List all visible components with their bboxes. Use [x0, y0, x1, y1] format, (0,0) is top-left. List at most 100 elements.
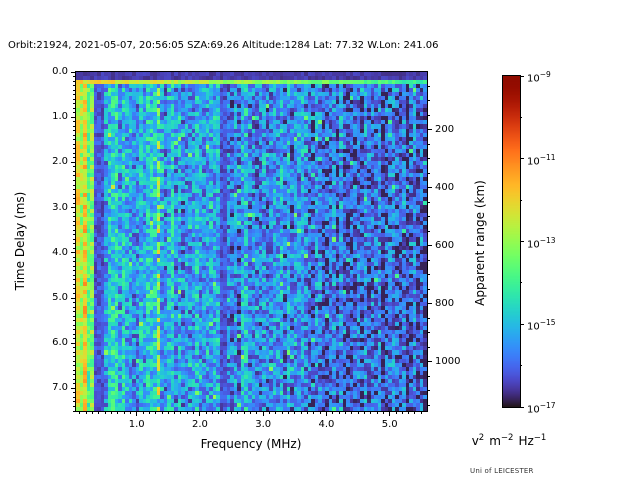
- y-minor-tick: [73, 166, 75, 168]
- x-minor-tick: [193, 412, 195, 414]
- x-minor-tick: [351, 412, 353, 414]
- x-minor-tick: [281, 412, 283, 414]
- y2-minor-tick: [428, 100, 430, 102]
- colorbar-frame: [502, 75, 521, 408]
- y-minor-tick: [73, 125, 75, 127]
- x-minor-tick: [155, 412, 157, 414]
- y-minor-tick: [73, 369, 75, 371]
- y-major-tick: [71, 161, 75, 163]
- y2-minor-tick: [428, 201, 430, 203]
- y2-minor-tick: [428, 390, 430, 392]
- x-minor-tick: [269, 412, 271, 414]
- y-minor-tick: [73, 365, 75, 367]
- x-minor-tick: [148, 412, 150, 414]
- y-minor-tick: [73, 383, 75, 385]
- colorbar-major-tick: [520, 323, 524, 325]
- x-minor-tick: [129, 412, 131, 414]
- y-tick-label: 3.0: [52, 201, 68, 213]
- y2-minor-tick: [428, 375, 430, 377]
- y2-major-tick: [428, 129, 432, 131]
- y-minor-tick: [73, 247, 75, 249]
- y-major-tick: [71, 387, 75, 389]
- x-minor-tick: [401, 412, 403, 414]
- y-minor-tick: [73, 311, 75, 313]
- x-minor-tick: [79, 412, 81, 414]
- x-minor-tick: [420, 412, 422, 414]
- x-minor-tick: [332, 412, 334, 414]
- x-tick-label: 4.0: [318, 419, 335, 430]
- colorbar-major-tick: [520, 241, 524, 242]
- y2-axis-label: Apparent range (km): [473, 180, 487, 306]
- y-minor-tick: [73, 302, 75, 304]
- colorbar-minor-tick: [520, 116, 522, 118]
- x-tick-label: 1.0: [128, 419, 145, 430]
- y-minor-tick: [73, 229, 75, 231]
- y2-minor-tick: [428, 332, 430, 334]
- y-minor-tick: [73, 130, 75, 132]
- y-minor-tick: [73, 292, 75, 294]
- x-tick-label: 3.0: [255, 419, 272, 430]
- y-minor-tick: [73, 274, 75, 276]
- y-major-tick: [71, 71, 75, 73]
- colorbar-major-tick: [520, 406, 524, 408]
- y2-tick-label: 600: [435, 239, 455, 251]
- colorbar-tick-label: 10−17: [527, 401, 556, 416]
- y-minor-tick: [73, 306, 75, 308]
- y-minor-tick: [73, 143, 75, 145]
- x-minor-tick: [237, 412, 239, 414]
- x-major-tick: [325, 412, 327, 416]
- y-minor-tick: [73, 392, 75, 394]
- x-minor-tick: [370, 412, 372, 414]
- x-minor-tick: [186, 412, 188, 414]
- colorbar-tick-label: 10−15: [527, 318, 556, 333]
- y-minor-tick: [73, 374, 75, 376]
- x-minor-tick: [300, 412, 302, 414]
- x-minor-tick: [313, 412, 315, 414]
- y-minor-tick: [73, 103, 75, 105]
- y-minor-tick: [73, 351, 75, 353]
- x-minor-tick: [205, 412, 207, 414]
- y-minor-tick: [73, 202, 75, 204]
- colorbar-unit-label: v2 m−2 Hz−1: [429, 433, 589, 448]
- x-minor-tick: [319, 412, 321, 414]
- x-tick-label: 2.0: [192, 419, 208, 430]
- x-minor-tick: [212, 412, 214, 414]
- y-minor-tick: [73, 94, 75, 96]
- y-minor-tick: [73, 270, 75, 272]
- y-minor-tick: [73, 324, 75, 326]
- y-tick-label: 1.0: [52, 111, 68, 123]
- figure-title: Orbit:21924, 2021-05-07, 20:56:05 SZA:69…: [8, 40, 439, 51]
- y-minor-tick: [73, 148, 75, 150]
- y-minor-tick: [73, 234, 75, 236]
- y2-minor-tick: [428, 317, 430, 319]
- y-minor-tick: [73, 265, 75, 267]
- x-minor-tick: [344, 412, 346, 414]
- y-minor-tick: [73, 179, 75, 181]
- y2-major-tick: [428, 303, 432, 305]
- y-minor-tick: [73, 261, 75, 263]
- y-tick-label: 2.0: [52, 156, 68, 168]
- y2-minor-tick: [428, 158, 430, 160]
- y-minor-tick: [73, 410, 75, 412]
- y-minor-tick: [73, 315, 75, 317]
- colorbar-gradient: [503, 76, 520, 407]
- y2-minor-tick: [428, 288, 430, 290]
- x-minor-tick: [98, 412, 100, 414]
- colorbar-minor-tick: [520, 365, 522, 367]
- x-minor-tick: [167, 412, 169, 414]
- colorbar-tick-label: 10−11: [527, 152, 556, 168]
- y2-minor-tick: [428, 85, 430, 87]
- x-minor-tick: [408, 412, 410, 414]
- y-minor-tick: [73, 279, 75, 281]
- y-minor-tick: [73, 85, 75, 87]
- y2-minor-tick: [428, 143, 430, 145]
- y-major-tick: [71, 207, 75, 209]
- x-minor-tick: [275, 412, 277, 414]
- y-minor-tick: [73, 396, 75, 398]
- colorbar-minor-tick: [520, 199, 522, 201]
- y-tick-label: 4.0: [52, 246, 68, 258]
- y-minor-tick: [73, 356, 75, 358]
- x-minor-tick: [250, 412, 252, 414]
- y-minor-tick: [73, 320, 75, 322]
